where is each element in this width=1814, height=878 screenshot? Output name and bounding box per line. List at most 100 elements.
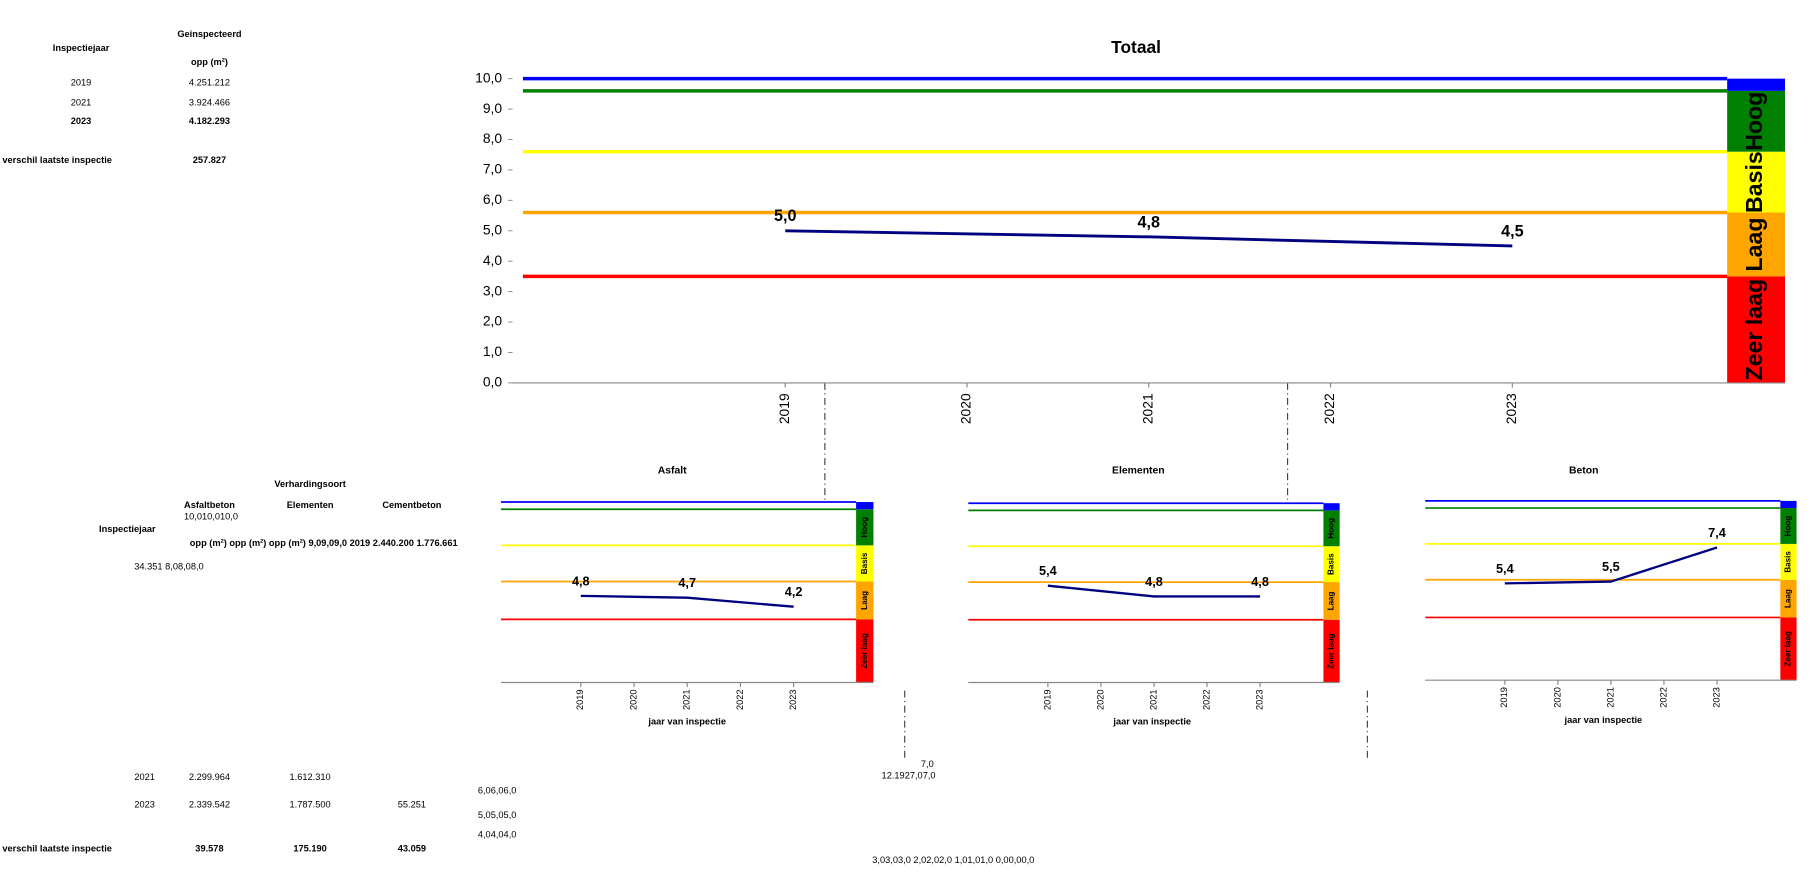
x-tick-label: 2021: [682, 689, 692, 710]
cell: 2023: [71, 116, 92, 126]
band: [1727, 212, 1785, 277]
band-label: Basis: [860, 552, 869, 574]
band: [1780, 508, 1797, 544]
cell: 2021: [134, 772, 155, 782]
data-label: 4,8: [1251, 574, 1269, 589]
header: Geinspecteerd: [177, 29, 242, 39]
x-tick-label: 2022: [1201, 689, 1211, 710]
band-label: Zeer laag: [1784, 631, 1793, 667]
band: [1323, 582, 1340, 620]
data-label: 4,8: [572, 573, 590, 588]
cell: 55.251: [398, 800, 426, 810]
band: [856, 619, 874, 683]
band: [1780, 617, 1797, 681]
band-label: Zeer laag: [860, 633, 869, 669]
band: [1780, 579, 1797, 618]
cell: 3.924.466: [189, 97, 230, 107]
cell: 1.612.310: [290, 772, 331, 782]
stray-text: 6,06,06,0: [478, 786, 517, 796]
x-tick-label: 2019: [575, 689, 585, 710]
cell: 2023: [134, 800, 155, 810]
band: [1323, 510, 1340, 547]
data-label: 4,5: [1501, 222, 1524, 240]
x-tick-label: 2023: [1503, 393, 1519, 424]
band-label: Basis: [1741, 151, 1767, 213]
series-line: [1504, 546, 1718, 585]
stray-text: 4,04,04,0: [478, 830, 517, 840]
band-label: Hoog: [1327, 518, 1336, 539]
band-label: Hoog: [1741, 92, 1767, 151]
stray-text: 34.351 8,08,08,0: [134, 561, 203, 571]
data-label: 5,4: [1039, 563, 1057, 578]
x-tick-label: 2023: [1711, 687, 1721, 708]
x-tick-label: 2022: [735, 689, 745, 710]
header: Elementen: [287, 500, 334, 510]
data-label: 4,7: [678, 575, 696, 590]
x-axis-label: jaar van inspectie: [1564, 715, 1643, 725]
y-tick-label: 10,0: [475, 69, 502, 85]
stray-text: 3,03,03,0 2,02,02,0 1,01,01,0 0,00,00,0: [872, 855, 1034, 865]
data-label: 5,0: [774, 207, 797, 225]
x-tick-label: 2022: [1658, 687, 1668, 708]
header: Cementbeton: [382, 500, 441, 510]
x-tick-label: 2020: [628, 689, 638, 710]
header: Verhardingsoort: [274, 479, 345, 489]
x-tick-label: 2021: [1139, 393, 1155, 424]
band: [856, 581, 874, 620]
series-line: [785, 229, 1513, 248]
header: Asfaltbeton: [184, 500, 235, 510]
data-label: 4,8: [1145, 574, 1163, 589]
cell: 2.339.542: [189, 800, 230, 810]
series-line: [1047, 584, 1261, 598]
stray-text: opp (m²) opp (m²) opp (m²) 9,09,09,0 201…: [190, 538, 458, 548]
y-tick-label: 2,0: [483, 313, 503, 329]
cell: 4.182.293: [189, 116, 230, 126]
header: Inspectiejaar: [99, 524, 156, 534]
band: [1780, 500, 1797, 509]
band-label: Basis: [1784, 551, 1793, 573]
data-label: 4,2: [785, 584, 803, 599]
y-tick-label: 1,0: [483, 343, 503, 359]
x-axis-label: jaar van inspectie: [1112, 716, 1191, 726]
band: [1323, 619, 1340, 683]
cell: 43.059: [398, 844, 426, 854]
y-tick-label: 0,0: [483, 374, 503, 390]
x-tick-label: 2021: [1148, 689, 1158, 710]
data-label: 7,4: [1708, 525, 1726, 540]
cell: 2019: [71, 78, 92, 88]
band: [1727, 151, 1785, 213]
band: [1727, 276, 1785, 383]
band-label: Zeer laag: [1741, 279, 1767, 381]
cell: 1.787.500: [290, 800, 331, 810]
connectors: [824, 382, 1368, 761]
chart: Asfalt Zeer laag Laag Basis Hoog 2019 2020 2021…: [500, 466, 874, 726]
y-tick-label: 6,0: [483, 191, 503, 207]
y-tick-label: 5,0: [483, 221, 503, 237]
header: opp (m²): [191, 57, 228, 67]
x-tick-label: 2019: [1499, 687, 1509, 708]
cell: verschil laatste inspectie: [2, 844, 112, 854]
stray-text: 7,0: [921, 759, 934, 769]
x-tick-label: 2023: [788, 689, 798, 710]
band: [1727, 90, 1785, 152]
cell: verschil laatste inspectie: [2, 155, 112, 165]
band-label: Laag: [1327, 591, 1336, 610]
x-tick-label: 2019: [776, 393, 792, 424]
summary-table: Geinspecteerd Inspectiejaar opp (m²) 201…: [2, 29, 242, 165]
cell: 39.578: [195, 844, 223, 854]
x-axis-label: jaar van inspectie: [647, 716, 726, 726]
data-label: 5,5: [1602, 559, 1620, 574]
band-label: Laag: [860, 591, 869, 610]
stray-text: 10,010,010,0: [184, 512, 238, 522]
data-label: 5,4: [1496, 561, 1514, 576]
x-tick-label: 2020: [958, 393, 974, 424]
band: [856, 545, 874, 582]
band-label: Hoog: [1784, 516, 1793, 537]
chart-title: Elementen: [1112, 466, 1165, 477]
band: [856, 502, 874, 510]
cell: 2021: [71, 97, 92, 107]
cell: 257.827: [193, 155, 226, 165]
